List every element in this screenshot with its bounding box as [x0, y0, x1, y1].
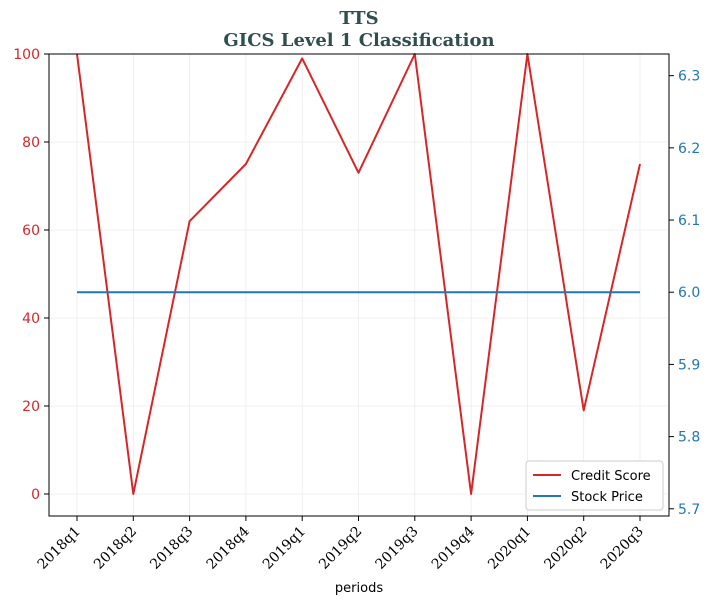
- x-axis-label: periods: [335, 581, 383, 596]
- legend-label-stock-price: Stock Price: [571, 490, 643, 505]
- right-axis: 5.7 5.8 5.9 6.0 6.1 6.2 6.3: [669, 69, 700, 518]
- x-tick-label: 2018q4: [204, 523, 253, 572]
- x-axis: 2018q1 2018q2 2018q3 2018q4 2019q1 2019q2 2019…: [35, 516, 647, 573]
- right-tick-label: 5.8: [678, 430, 700, 446]
- x-tick-label: 2018q2: [91, 524, 140, 573]
- series-layer: [76, 53, 641, 495]
- right-tick-label: 6.0: [678, 285, 700, 301]
- x-tick-label: 2018q3: [147, 524, 196, 573]
- plot-frame: [48, 53, 670, 517]
- right-tick-label: 6.1: [678, 213, 700, 229]
- chart-title-line2: GICS Level 1 Classification: [223, 30, 494, 51]
- series-line-credit-score: [76, 53, 641, 495]
- left-tick-label: 0: [31, 487, 40, 503]
- x-tick-label: 2018q1: [35, 524, 84, 573]
- x-tick-label: 2020q2: [541, 524, 590, 573]
- left-tick-label: 60: [22, 223, 40, 239]
- left-tick-label: 40: [22, 311, 40, 327]
- right-tick-label: 6.2: [678, 141, 700, 157]
- x-tick-label: 2020q1: [485, 524, 534, 573]
- right-tick-label: 5.9: [678, 357, 700, 373]
- right-tick-label: 5.7: [678, 502, 700, 518]
- legend: Credit Score Stock Price: [525, 460, 664, 511]
- x-tick-label: 2019q1: [260, 524, 309, 573]
- right-tick-label: 6.3: [678, 69, 700, 85]
- x-tick-label: 2020q3: [598, 524, 647, 573]
- left-axis: 0 20 40 60 80 100: [13, 47, 49, 503]
- x-tick-label: 2019q2: [316, 524, 365, 573]
- left-tick-label: 20: [22, 399, 40, 415]
- grid: [49, 53, 669, 516]
- x-tick-label: 2019q3: [372, 524, 421, 573]
- x-tick-label: 2019q4: [429, 523, 478, 572]
- left-tick-label: 100: [13, 47, 40, 63]
- legend-box: [525, 460, 664, 511]
- chart-title-line1: TTS: [339, 8, 378, 29]
- legend-label-credit-score: Credit Score: [571, 469, 651, 484]
- left-tick-label: 80: [22, 135, 40, 151]
